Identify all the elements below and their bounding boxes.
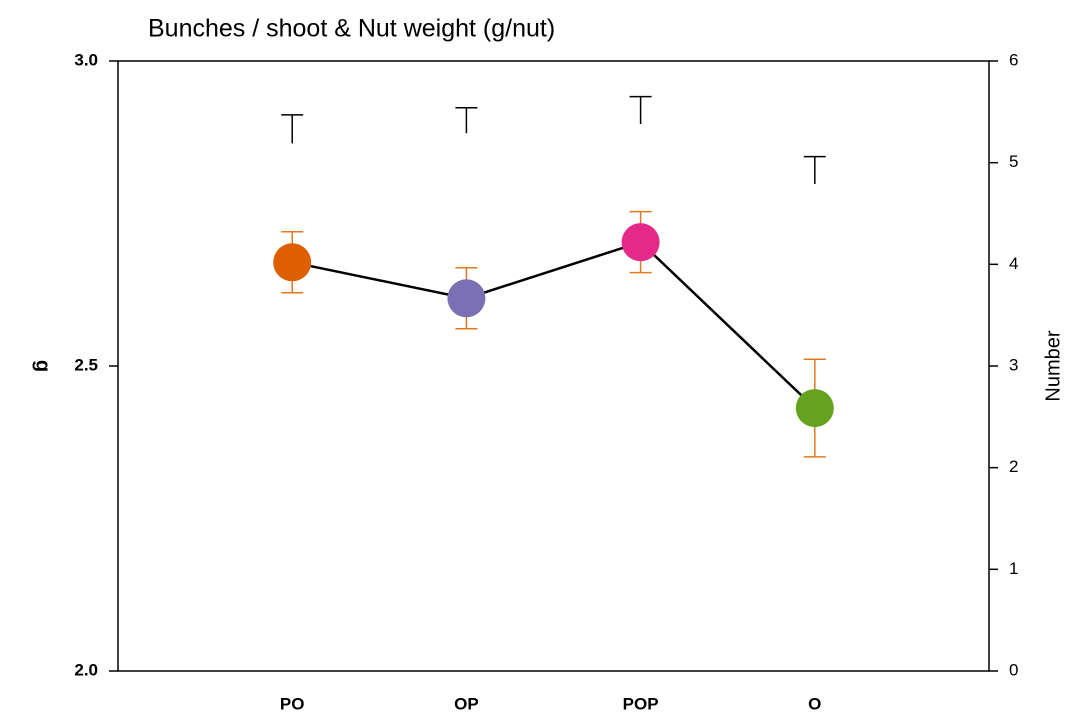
line (291, 240, 816, 409)
marker (273, 243, 312, 282)
error-bar (455, 107, 478, 134)
y2-tick-label: 3 (1009, 355, 1018, 374)
error-bar (803, 155, 826, 185)
marker (621, 223, 660, 262)
y2-tick-label: 1 (1009, 559, 1018, 578)
x-tick-label: OP (454, 694, 479, 713)
plot-frame (117, 60, 990, 672)
chart-title: Bunches / shoot & Nut weight (g/nut) (148, 15, 555, 43)
marker (795, 389, 834, 428)
marker (447, 279, 486, 318)
error-bar (629, 95, 652, 125)
y2-axis-label: Number (1042, 330, 1064, 401)
y2-tick-label: 5 (1009, 152, 1018, 171)
y2-tick-label: 2 (1009, 457, 1018, 476)
x-tick-label: O (808, 694, 821, 713)
x-tick-label: PO (280, 694, 305, 713)
y2-tick-label: 6 (1009, 50, 1018, 69)
y-tick-label: 2.5 (74, 355, 98, 374)
y2-tick-label: 4 (1009, 254, 1018, 273)
x-tick-label: POP (623, 694, 659, 713)
y-axis-label: g (32, 360, 54, 372)
y2-tick-label: 0 (1009, 660, 1018, 679)
y-tick-label: 2.0 (74, 660, 98, 679)
y-tick-label: 3.0 (74, 50, 98, 69)
error-bar (281, 114, 304, 144)
